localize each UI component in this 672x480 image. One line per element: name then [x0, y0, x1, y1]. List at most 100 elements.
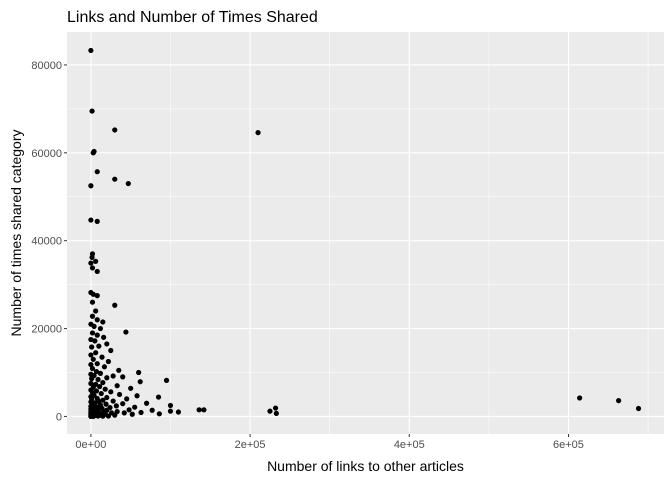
data-point	[99, 354, 105, 360]
data-point	[201, 407, 207, 413]
data-point	[267, 408, 273, 414]
data-point	[156, 411, 162, 417]
data-point	[97, 325, 104, 332]
data-point	[108, 347, 114, 354]
data-point	[100, 379, 106, 386]
data-point	[88, 217, 94, 223]
data-point	[89, 108, 95, 114]
data-point	[93, 258, 99, 264]
data-point	[126, 407, 132, 413]
data-points	[88, 47, 642, 420]
data-point	[89, 376, 95, 382]
y-tick-label: 60000	[31, 148, 62, 160]
data-point	[110, 398, 116, 404]
data-point	[90, 356, 96, 362]
data-point	[100, 397, 106, 403]
x-axis-ticks: 0e+00 2e+05 4e+05 6e+05	[75, 434, 584, 451]
data-point	[90, 150, 96, 156]
x-tick-label: 2e+05	[235, 439, 266, 451]
data-point	[114, 383, 120, 389]
data-point	[95, 413, 101, 419]
data-point	[112, 176, 118, 182]
data-point	[120, 401, 126, 407]
data-point	[95, 376, 101, 383]
data-point	[125, 180, 131, 187]
data-point	[97, 383, 103, 390]
y-tick-label: 0	[56, 411, 62, 423]
data-point	[104, 341, 110, 347]
data-point	[196, 407, 202, 413]
data-point	[94, 169, 100, 175]
data-point	[105, 413, 111, 419]
data-point	[124, 396, 130, 402]
data-point	[104, 394, 110, 401]
data-point	[121, 410, 127, 416]
data-point	[88, 380, 94, 387]
data-point	[112, 127, 118, 133]
data-point	[93, 388, 100, 394]
data-point	[88, 183, 94, 189]
data-point	[94, 361, 100, 367]
data-point	[136, 369, 142, 376]
data-point	[94, 317, 100, 323]
y-tick-label: 20000	[31, 324, 62, 336]
data-point	[116, 367, 122, 373]
data-point	[88, 352, 94, 358]
data-point	[97, 370, 104, 376]
data-point	[96, 343, 102, 349]
plot-panel	[67, 32, 664, 434]
data-point	[635, 405, 642, 412]
data-point	[255, 130, 261, 136]
data-point	[90, 291, 96, 297]
data-point	[88, 361, 94, 368]
data-point	[110, 373, 116, 379]
data-point	[94, 218, 100, 224]
data-point	[175, 409, 182, 415]
data-point	[88, 47, 94, 54]
data-point	[272, 405, 279, 411]
data-point	[155, 394, 162, 400]
data-point	[105, 358, 111, 365]
data-point	[167, 402, 174, 409]
data-point	[129, 411, 135, 417]
x-tick-label: 4e+05	[394, 439, 425, 451]
data-point	[128, 385, 134, 391]
data-point	[167, 408, 174, 414]
data-point	[103, 401, 109, 407]
x-axis-title: Number of links to other articles	[267, 458, 464, 474]
data-point	[104, 375, 110, 381]
data-point	[149, 407, 155, 413]
data-point	[101, 334, 107, 340]
y-axis-ticks: 0 20000 40000 60000 80000	[31, 60, 67, 423]
data-point	[108, 389, 114, 395]
chart-title: Links and Number of Times Shared	[67, 9, 318, 26]
data-point	[88, 260, 94, 266]
data-point	[89, 265, 96, 271]
data-point	[93, 369, 100, 375]
y-tick-label: 40000	[31, 236, 62, 248]
data-point	[89, 313, 96, 319]
data-point	[113, 403, 119, 409]
grid-minor	[67, 32, 664, 434]
data-point	[93, 308, 99, 314]
data-point	[116, 391, 123, 398]
y-tick-label: 80000	[31, 60, 62, 72]
data-point	[94, 293, 100, 299]
x-tick-label: 6e+05	[553, 439, 584, 451]
data-point	[134, 393, 140, 399]
data-point	[101, 364, 108, 370]
data-point	[123, 329, 129, 335]
data-point	[137, 379, 143, 385]
data-point	[88, 336, 94, 343]
data-point	[616, 398, 622, 404]
data-point	[273, 410, 279, 416]
data-point	[138, 409, 144, 416]
y-axis-title: Number of times shared category	[8, 130, 24, 337]
data-point	[112, 302, 118, 308]
data-point	[89, 330, 96, 336]
data-point	[94, 332, 100, 338]
x-tick-label: 0e+00	[75, 439, 106, 451]
data-point	[100, 413, 106, 419]
grid-major	[67, 32, 664, 434]
